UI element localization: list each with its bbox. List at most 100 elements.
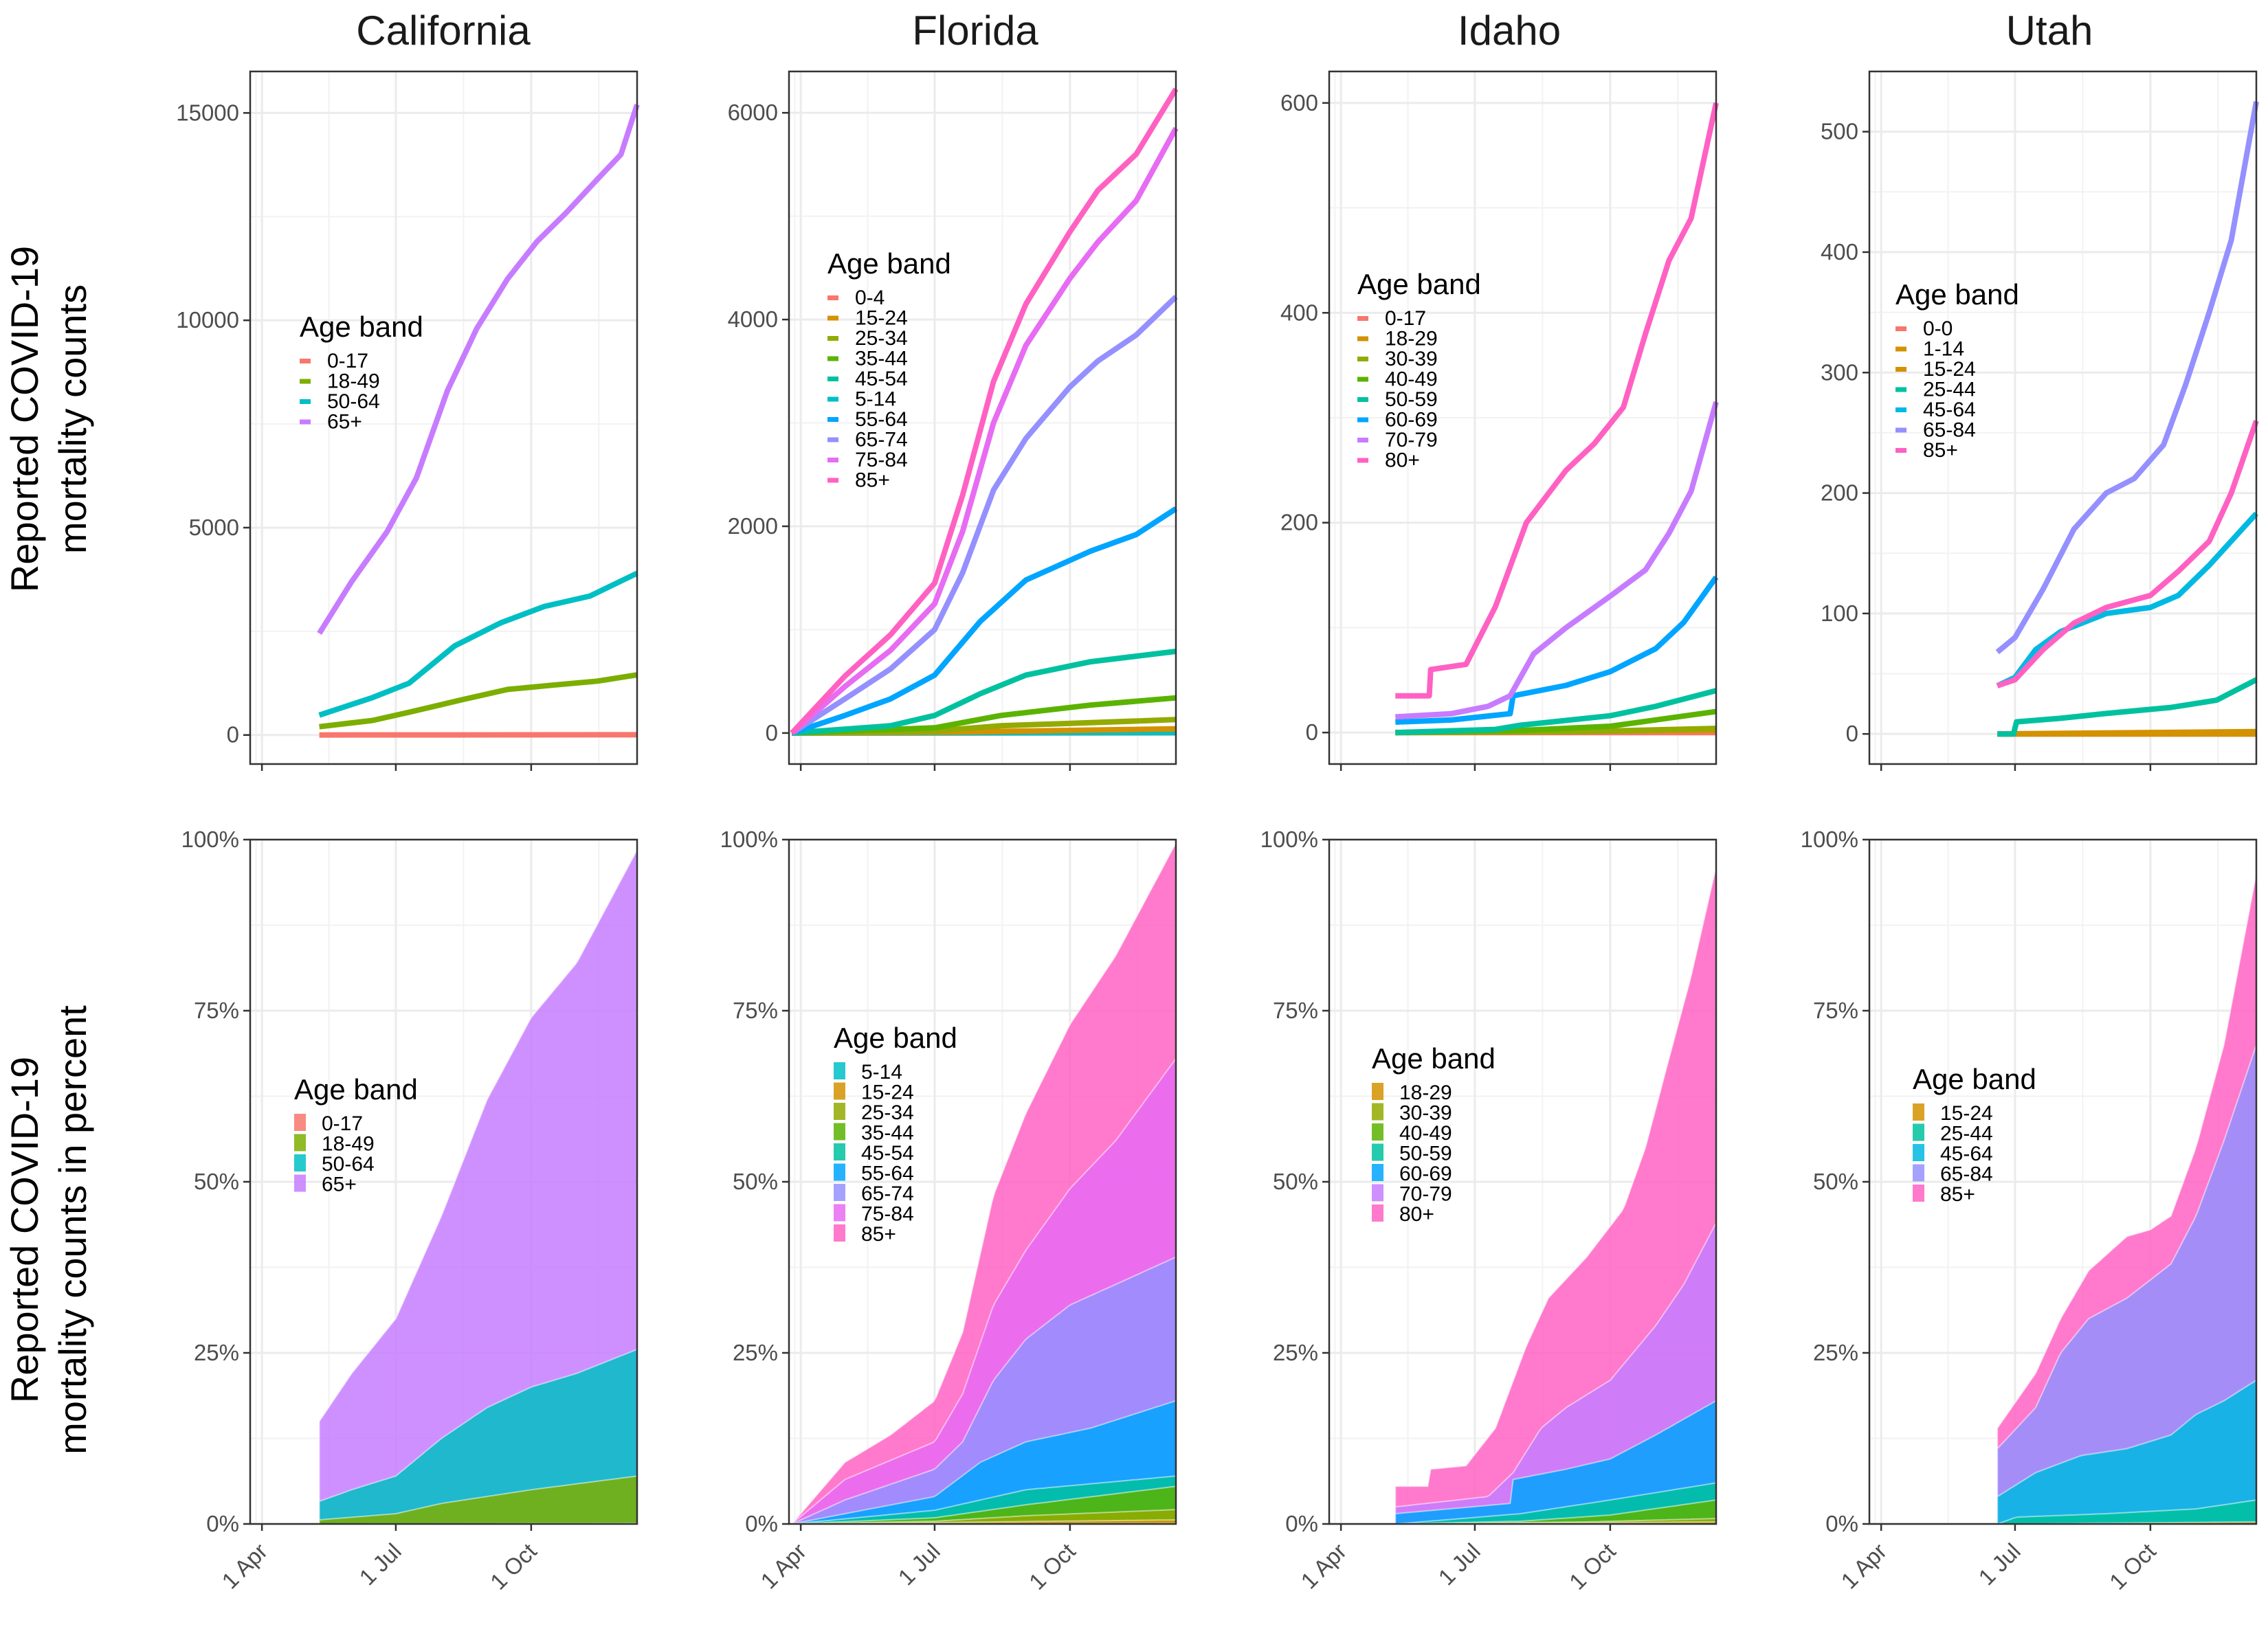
y-tick-label: 50% <box>1813 1169 1858 1194</box>
legend-label: 70-79 <box>1399 1183 1452 1206</box>
legend-item: 65-84 <box>1913 1163 1993 1186</box>
legend-item: 0-17 <box>1357 307 1426 330</box>
legend-label: 5-14 <box>861 1061 902 1084</box>
legend-label: 0-17 <box>1385 307 1426 330</box>
legend-swatch <box>1895 346 1906 352</box>
y-tick-label: 100% <box>1801 827 1858 852</box>
legend-label: 85+ <box>855 469 890 492</box>
legend-label: 50-59 <box>1385 388 1438 411</box>
line-85+ <box>1996 420 2259 688</box>
y-tick-label: 400 <box>1280 300 1318 325</box>
legend-item: 15-24 <box>1913 1102 1993 1125</box>
legend-swatch <box>294 1114 306 1131</box>
strip-label-utah: Utah <box>2006 8 2093 54</box>
legend-swatch <box>1357 417 1368 423</box>
y-tick-label: 100% <box>1260 827 1318 852</box>
legend-item: 15-24 <box>827 307 908 330</box>
legend-item: 15-24 <box>1895 358 1976 381</box>
legend-label: 65-74 <box>861 1182 914 1205</box>
panel-border <box>788 70 1177 765</box>
y-tick-label: 0 <box>227 722 239 748</box>
x-tick-label: 1 Jul <box>1433 1538 1485 1590</box>
legend-swatch <box>834 1143 845 1160</box>
data-layer <box>317 104 640 738</box>
line-60-69 <box>1395 575 1719 725</box>
strip-label-florida: Florida <box>912 8 1038 54</box>
legend-swatch <box>827 295 838 300</box>
legend-label: 15-24 <box>861 1081 914 1104</box>
legend-label: 65-84 <box>1923 419 1976 442</box>
y-tick-label: 75% <box>1273 998 1318 1023</box>
legend-label: 0-4 <box>855 287 885 309</box>
legend-item: 45-54 <box>834 1142 914 1165</box>
legend-item: 85+ <box>834 1223 896 1246</box>
x-tick-label: 1 Oct <box>1024 1538 1080 1595</box>
legend-label: 0-17 <box>322 1112 363 1135</box>
legend-item: 65-74 <box>834 1182 914 1205</box>
legend-swatch <box>1357 397 1368 402</box>
x-tick-label: 1 Oct <box>485 1538 542 1595</box>
legend-swatch <box>1372 1204 1383 1222</box>
y-tick-label: 100 <box>1821 601 1858 626</box>
legend: Age band 18-2930-3940-4950-5960-6970-7980… <box>1372 1042 1496 1226</box>
legend-label: 45-64 <box>1923 399 1976 421</box>
x-axis <box>1880 764 2152 771</box>
panel-border <box>1868 70 2258 765</box>
y-axis: 0 200 400 600 <box>1280 90 1329 745</box>
x-tick-label: 1 Jul <box>354 1538 405 1590</box>
data-layer <box>1394 866 1717 1525</box>
x-axis: 1 Apr 1 Jul 1 Oct <box>1296 1524 1621 1595</box>
x-axis: 1 Apr 1 Jul 1 Oct <box>755 1524 1080 1595</box>
legend-label: 75-84 <box>861 1203 914 1226</box>
legend-swatch <box>1895 427 1906 433</box>
area-18-49 <box>318 1475 638 1525</box>
y-tick-label: 0 <box>1846 721 1858 746</box>
legend-label: 0-0 <box>1923 317 1953 340</box>
legend-item: 65+ <box>300 411 362 434</box>
legend-label: 45-54 <box>861 1142 914 1165</box>
legend-item: 85+ <box>1913 1183 1975 1206</box>
area-65-84 <box>1997 1044 2257 1525</box>
y-axis: 0% 25% 50% 75% 100% <box>1260 827 1329 1536</box>
y-tick-label: 15000 <box>176 100 239 125</box>
legend-swatch <box>1357 377 1368 382</box>
line-45-64 <box>1996 511 2258 688</box>
gridlines <box>1329 71 1716 764</box>
legend-title: Age band <box>1372 1042 1496 1075</box>
legend-swatch <box>827 417 838 422</box>
y-tick-label: 300 <box>1821 359 1858 385</box>
x-axis: 1 Apr 1 Jul 1 Oct <box>1836 1524 2161 1595</box>
legend-swatch <box>300 399 311 404</box>
data-layer <box>790 87 1179 736</box>
line-50-64 <box>318 570 638 718</box>
line-18-49 <box>319 672 638 730</box>
line-25-44 <box>1997 677 2258 737</box>
y-tick-label: 25% <box>194 1340 239 1365</box>
y-tick-label: 50% <box>1273 1169 1318 1194</box>
legend-title: Age band <box>1913 1063 2036 1095</box>
legend-label: 55-64 <box>855 408 908 431</box>
panel-idaho-counts: 0 200 400 600 Age band 0-1718-2930-3940-4950-… <box>1280 70 1719 771</box>
y-tick-label: 25% <box>733 1340 778 1365</box>
legend-swatch <box>1913 1103 1924 1121</box>
legend-swatch <box>827 356 838 361</box>
legend-item: 45-64 <box>1913 1143 1993 1165</box>
panel-idaho-percent: 0% 25% 50% 75% 100% 1 Apr 1 Jul 1 Oct Age band 18… <box>1260 827 1717 1595</box>
y-tick-label: 600 <box>1280 90 1318 115</box>
legend-label: 40-49 <box>1399 1122 1452 1145</box>
legend-title: Age band <box>1895 278 2019 311</box>
data-layer <box>1995 101 2259 737</box>
legend-label: 15-24 <box>1923 358 1976 381</box>
legend-swatch <box>834 1123 845 1141</box>
legend-item: 25-44 <box>1913 1123 1993 1145</box>
line-80+ <box>1395 102 1719 699</box>
legend-label: 85+ <box>861 1223 896 1246</box>
legend-swatch <box>834 1163 845 1181</box>
legend-label: 18-49 <box>327 370 380 393</box>
y-tick-label: 500 <box>1821 119 1858 144</box>
legend-item: 65+ <box>294 1174 357 1196</box>
legend: Age band 0-1718-2930-3940-4950-5960-6970-… <box>1357 268 1481 472</box>
